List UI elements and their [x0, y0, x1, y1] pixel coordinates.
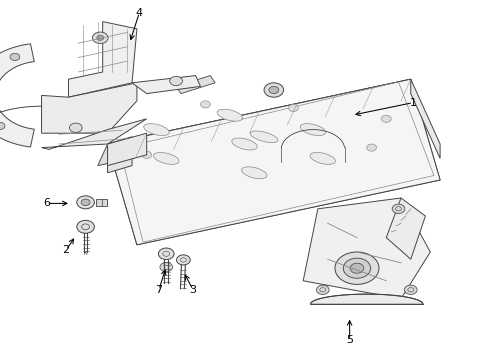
- Circle shape: [176, 255, 190, 265]
- Polygon shape: [303, 198, 429, 299]
- Circle shape: [366, 144, 376, 151]
- FancyBboxPatch shape: [96, 199, 107, 206]
- Circle shape: [288, 104, 298, 112]
- Circle shape: [77, 196, 94, 209]
- Circle shape: [343, 258, 370, 278]
- Polygon shape: [176, 76, 215, 94]
- Circle shape: [404, 285, 416, 294]
- Circle shape: [264, 83, 283, 97]
- Ellipse shape: [153, 152, 179, 165]
- Circle shape: [81, 199, 90, 206]
- Circle shape: [0, 122, 5, 130]
- Polygon shape: [41, 83, 137, 133]
- Circle shape: [334, 252, 378, 284]
- Ellipse shape: [231, 138, 257, 150]
- Circle shape: [160, 262, 172, 272]
- Circle shape: [69, 123, 82, 132]
- Polygon shape: [386, 198, 425, 259]
- Polygon shape: [41, 119, 146, 149]
- Circle shape: [316, 285, 328, 294]
- Text: 3: 3: [189, 285, 196, 295]
- Ellipse shape: [309, 152, 335, 165]
- Polygon shape: [107, 133, 146, 166]
- Text: 1: 1: [409, 98, 416, 108]
- Circle shape: [349, 263, 363, 273]
- Circle shape: [92, 32, 108, 44]
- Ellipse shape: [217, 109, 242, 121]
- Circle shape: [77, 220, 94, 233]
- Circle shape: [200, 101, 210, 108]
- Polygon shape: [310, 294, 422, 304]
- Ellipse shape: [241, 167, 266, 179]
- Ellipse shape: [300, 123, 325, 136]
- Circle shape: [142, 151, 151, 158]
- Circle shape: [158, 248, 174, 260]
- Text: 4: 4: [136, 8, 142, 18]
- Polygon shape: [0, 44, 34, 147]
- Circle shape: [268, 86, 278, 94]
- Circle shape: [381, 115, 390, 122]
- Text: 5: 5: [346, 335, 352, 345]
- Polygon shape: [132, 76, 200, 94]
- Polygon shape: [107, 79, 439, 245]
- Ellipse shape: [250, 131, 277, 143]
- Circle shape: [114, 150, 125, 159]
- Text: 6: 6: [43, 198, 50, 208]
- Circle shape: [391, 204, 404, 213]
- Circle shape: [97, 35, 103, 40]
- Polygon shape: [98, 79, 410, 166]
- Text: 2: 2: [62, 245, 69, 255]
- Polygon shape: [107, 79, 439, 245]
- Ellipse shape: [143, 123, 169, 136]
- Polygon shape: [107, 137, 132, 173]
- Polygon shape: [68, 22, 137, 97]
- Text: 7: 7: [155, 285, 162, 295]
- Polygon shape: [410, 79, 439, 158]
- Circle shape: [169, 76, 182, 86]
- Circle shape: [10, 53, 20, 60]
